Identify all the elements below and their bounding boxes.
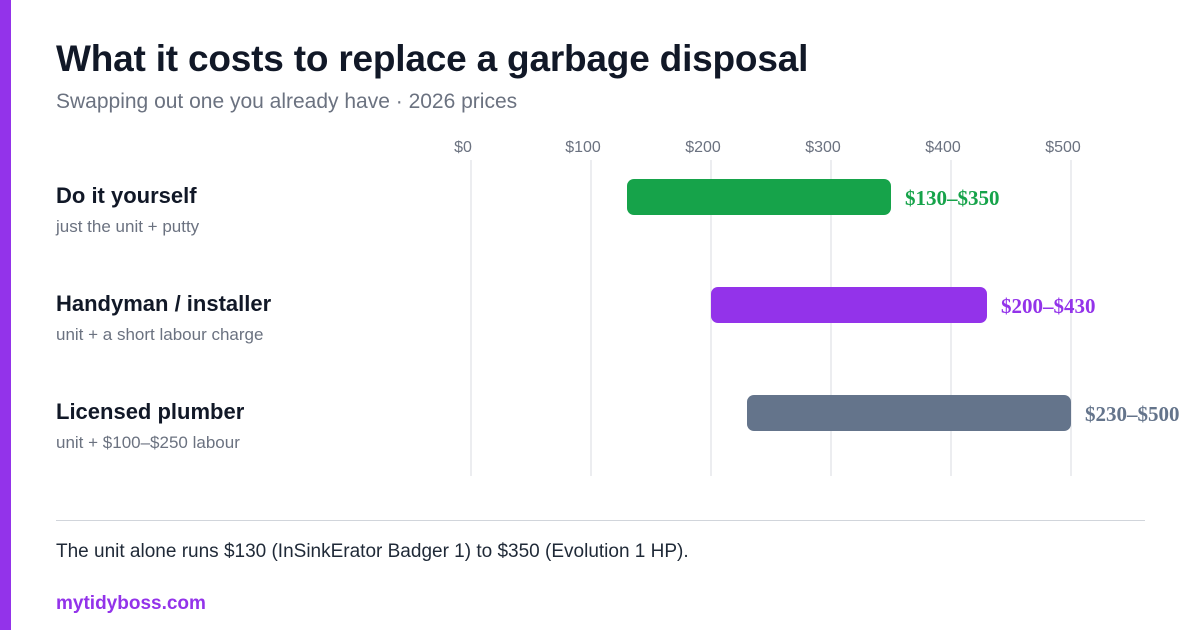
footnote: The unit alone runs $130 (InSinkErator B… [56, 541, 689, 562]
category-sublabel: just the unit + putty [55, 217, 200, 236]
brand-link[interactable]: mytidyboss.com [56, 593, 206, 614]
accent-stripe [0, 0, 11, 630]
range-value-label: $200–$430 [1001, 294, 1096, 318]
range-bar [747, 395, 1071, 431]
x-tick-label: $300 [805, 139, 841, 156]
x-tick-label: $500 [1045, 139, 1081, 156]
x-tick-label: $200 [685, 139, 721, 156]
range-value-label: $230–$500 [1085, 402, 1180, 426]
range-bar [711, 287, 987, 323]
x-tick-label: $0 [454, 139, 472, 156]
category-label: Do it yourself [56, 183, 197, 208]
range-value-label: $130–$350 [905, 186, 1000, 210]
category-sublabel: unit + a short labour charge [56, 325, 263, 344]
chart-title: What it costs to replace a garbage dispo… [56, 38, 809, 79]
category-label: Handyman / installer [56, 291, 272, 316]
x-tick-label: $400 [925, 139, 961, 156]
category-label: Licensed plumber [56, 399, 245, 424]
chart-subtitle: Swapping out one you already have · 2026… [56, 90, 518, 113]
range-bar [627, 179, 891, 215]
category-sublabel: unit + $100–$250 labour [56, 433, 240, 452]
footer-divider [56, 520, 1145, 521]
x-tick-label: $100 [565, 139, 601, 156]
